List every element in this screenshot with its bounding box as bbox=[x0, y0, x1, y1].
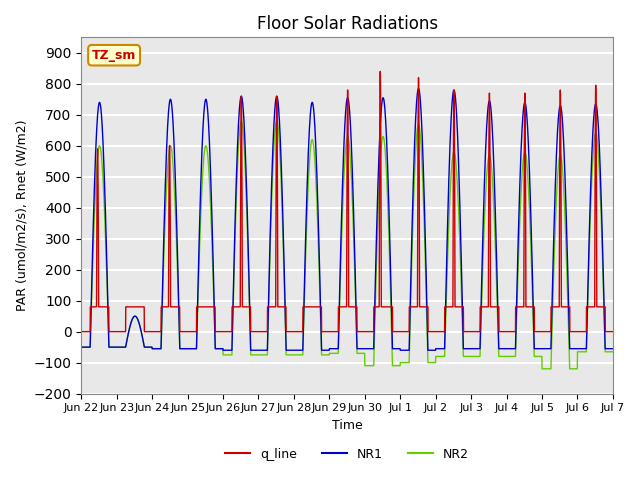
Y-axis label: PAR (umol/m2/s), Rnet (W/m2): PAR (umol/m2/s), Rnet (W/m2) bbox=[15, 120, 28, 311]
NR2 bbox=[138, 332, 146, 337]
q_line bbox=[609, 329, 616, 335]
NR1 bbox=[415, 85, 422, 91]
q_line bbox=[77, 329, 85, 335]
NR2 bbox=[609, 349, 616, 355]
NR1 bbox=[170, 127, 177, 133]
NR1 bbox=[305, 150, 312, 156]
q_line bbox=[138, 304, 146, 310]
q_line bbox=[170, 304, 177, 310]
NR2 bbox=[541, 366, 549, 372]
NR1 bbox=[138, 332, 146, 337]
NR2 bbox=[170, 168, 177, 174]
Title: Floor Solar Radiations: Floor Solar Radiations bbox=[257, 15, 438, 33]
Line: NR2: NR2 bbox=[81, 121, 612, 369]
q_line bbox=[281, 304, 289, 310]
NR1 bbox=[541, 346, 549, 351]
q_line bbox=[598, 304, 606, 310]
q_line bbox=[304, 304, 312, 310]
NR1 bbox=[77, 344, 85, 350]
NR1 bbox=[282, 310, 289, 316]
NR1 bbox=[609, 346, 616, 351]
Legend: q_line, NR1, NR2: q_line, NR1, NR2 bbox=[220, 443, 474, 466]
NR1 bbox=[220, 348, 227, 353]
q_line bbox=[541, 329, 549, 335]
Line: NR1: NR1 bbox=[81, 88, 612, 350]
NR2 bbox=[77, 344, 85, 350]
Line: q_line: q_line bbox=[81, 72, 612, 332]
NR2 bbox=[538, 366, 546, 372]
NR2 bbox=[282, 317, 289, 323]
NR2 bbox=[599, 261, 607, 266]
X-axis label: Time: Time bbox=[332, 419, 362, 432]
NR2 bbox=[237, 118, 245, 124]
q_line bbox=[376, 69, 384, 74]
Text: TZ_sm: TZ_sm bbox=[92, 48, 136, 62]
NR1 bbox=[599, 247, 607, 253]
NR2 bbox=[305, 181, 312, 187]
